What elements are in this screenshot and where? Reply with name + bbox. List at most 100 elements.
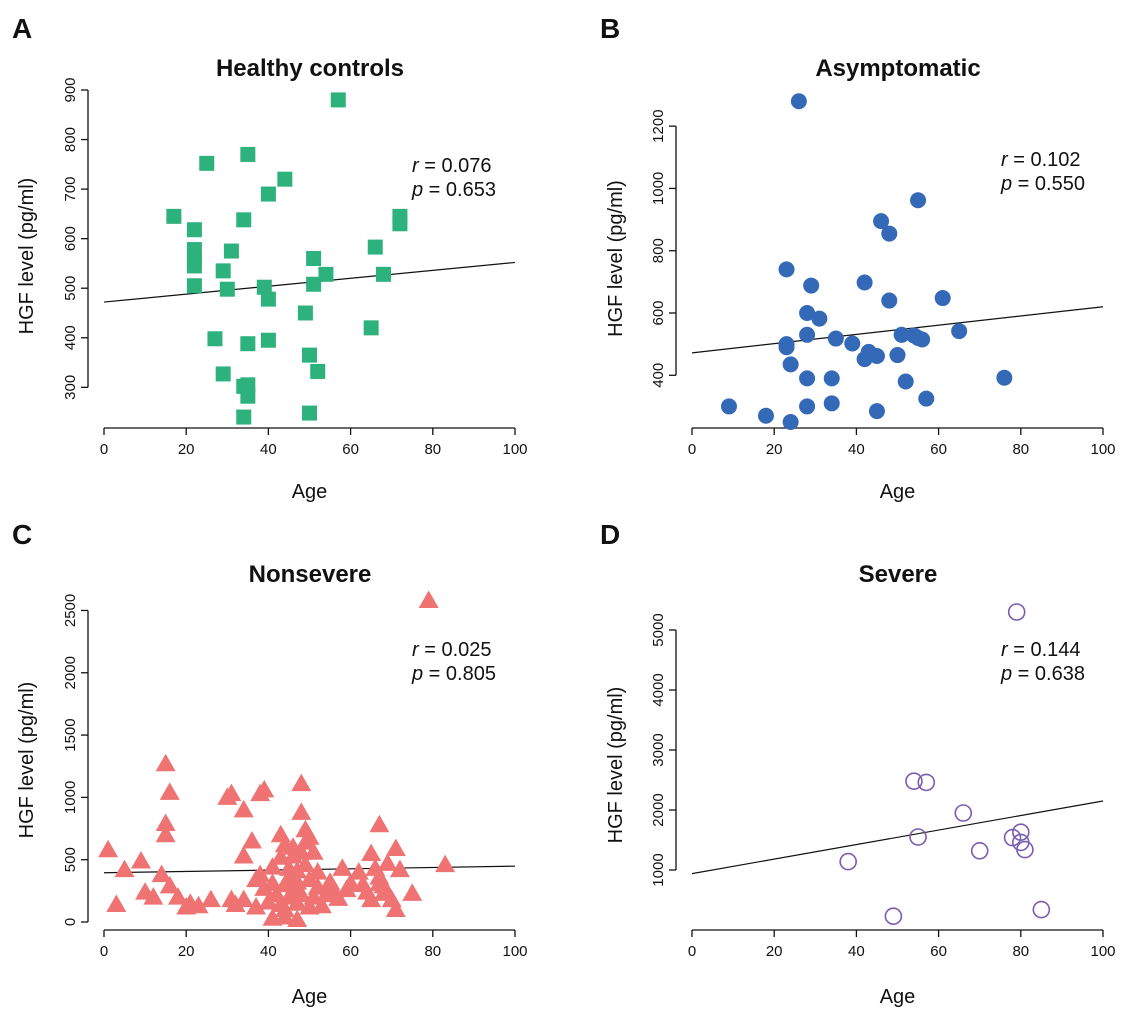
- data-point: [303, 842, 324, 860]
- panel-title: Nonsevere: [249, 561, 372, 588]
- panel-letter: A: [12, 13, 32, 44]
- data-point: [155, 813, 176, 832]
- x-axis-label: Age: [880, 986, 916, 1008]
- data-point: [223, 243, 239, 259]
- x-tick-label: 20: [178, 441, 195, 458]
- data-point: [893, 326, 910, 343]
- data-point: [186, 258, 202, 274]
- y-axis-label: HGF level (pg/ml): [605, 687, 627, 844]
- data-point: [130, 850, 151, 869]
- data-point: [782, 356, 799, 373]
- data-point: [377, 853, 398, 871]
- p-value: p = 0.805: [411, 663, 496, 685]
- data-point: [373, 875, 394, 894]
- y-tick-label: 1000: [650, 172, 667, 205]
- data-point: [236, 409, 252, 425]
- data-point: [910, 192, 927, 209]
- x-tick-label: 100: [502, 943, 527, 960]
- y-tick-label: 2500: [62, 594, 79, 627]
- y-axis-label: HGF level (pg/ml): [605, 180, 627, 337]
- data-point: [310, 363, 326, 379]
- data-point: [361, 843, 382, 861]
- data-point: [402, 883, 423, 901]
- data-point: [934, 290, 951, 307]
- data-point: [233, 845, 254, 864]
- x-tick-label: 0: [688, 441, 696, 458]
- data-point: [868, 403, 885, 420]
- data-point: [881, 225, 898, 242]
- r-value: r = 0.076: [412, 155, 492, 177]
- data-point: [799, 398, 816, 415]
- data-point: [799, 305, 816, 321]
- y-tick-label: 0: [62, 918, 79, 926]
- data-point: [418, 590, 439, 608]
- y-axis-label: HGF level (pg/ml): [16, 682, 38, 839]
- data-point: [889, 347, 906, 364]
- data-point: [240, 377, 256, 393]
- data-point: [215, 366, 231, 382]
- regression-line: [691, 800, 1104, 875]
- data-point: [306, 250, 322, 266]
- y-tick-label: 1000: [62, 781, 79, 814]
- data-point: [155, 753, 176, 772]
- y-tick-label: 500: [62, 276, 79, 301]
- data-point: [291, 802, 312, 820]
- x-tick-label: 40: [848, 441, 865, 458]
- y-tick-label: 800: [650, 238, 667, 263]
- data-point: [256, 279, 272, 295]
- data-point: [233, 799, 254, 818]
- data-point: [106, 894, 127, 913]
- data-point: [98, 839, 119, 858]
- panel-letter: D: [600, 519, 620, 550]
- data-point: [260, 291, 276, 307]
- data-point: [200, 889, 221, 908]
- data-point: [363, 320, 379, 336]
- data-point: [260, 332, 276, 348]
- data-point: [246, 897, 267, 915]
- data-point: [250, 864, 271, 883]
- data-point: [225, 894, 246, 913]
- x-tick-label: 80: [424, 943, 441, 960]
- x-tick-label: 60: [930, 943, 947, 960]
- x-tick-label: 100: [1090, 943, 1115, 960]
- data-point: [240, 388, 256, 404]
- data-point: [332, 858, 353, 876]
- data-point: [241, 831, 262, 849]
- data-point: [778, 261, 795, 278]
- y-tick-label: 700: [62, 177, 79, 202]
- data-point: [207, 331, 223, 347]
- data-point: [385, 899, 406, 918]
- data-point: [262, 857, 283, 875]
- data-point: [778, 339, 795, 356]
- y-tick-label: 1200: [650, 109, 667, 142]
- data-point: [291, 773, 312, 792]
- data-point: [757, 407, 774, 424]
- data-point: [114, 859, 135, 878]
- panel-d: D Severe 0 20 40 60 80 100 1000 2000 3000 4000 5000 A…: [600, 519, 1116, 1008]
- data-point: [827, 330, 844, 347]
- data-point: [299, 827, 320, 845]
- p-value: p = 0.653: [411, 179, 496, 201]
- data-point: [996, 369, 1013, 386]
- data-point: [799, 326, 816, 343]
- data-point: [1011, 823, 1030, 842]
- x-tick-label: 60: [342, 943, 359, 960]
- x-tick-label: 80: [424, 441, 441, 458]
- y-tick-label: 500: [62, 847, 79, 872]
- data-point: [914, 331, 931, 348]
- data-point: [1032, 900, 1051, 919]
- data-point: [318, 266, 334, 282]
- data-point: [435, 854, 456, 873]
- x-tick-label: 40: [260, 943, 277, 960]
- x-tick-label: 100: [502, 441, 527, 458]
- x-tick-label: 0: [100, 943, 108, 960]
- data-point: [385, 838, 406, 856]
- panel-a: A Healthy controls 0 20 40 60 80 100 300 400 500 60…: [12, 13, 528, 503]
- y-tick-label: 1500: [62, 718, 79, 751]
- x-axis-label: Age: [292, 481, 328, 503]
- data-point: [803, 277, 820, 294]
- data-point: [918, 390, 935, 407]
- data-point: [233, 889, 254, 908]
- data-point: [186, 222, 202, 238]
